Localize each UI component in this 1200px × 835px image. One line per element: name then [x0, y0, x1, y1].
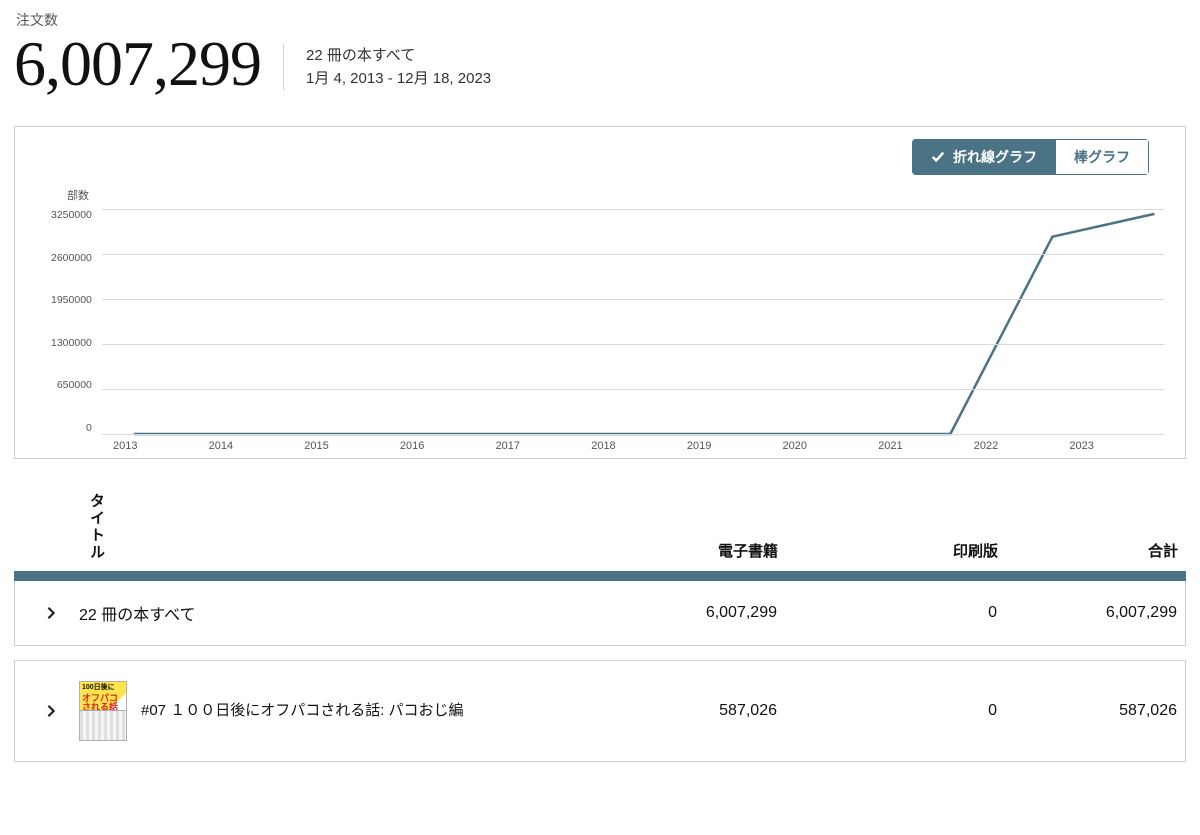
- line-chart-toggle-label: 折れ線グラフ: [953, 147, 1037, 167]
- thumb-text-1: 100日後に: [82, 684, 115, 691]
- x-tick-label: 2020: [782, 440, 878, 452]
- col-ebook: 電子書籍: [558, 540, 778, 561]
- x-axis: 2013201420152016201720182019202020212022…: [113, 440, 1165, 452]
- row-total: 6,007,299: [997, 604, 1177, 622]
- table-header: タイトル 電子書籍 印刷版 合計: [14, 487, 1186, 571]
- row-title: 22 冊の本すべて: [79, 601, 195, 625]
- row-title: #07 １００日後にオフパコされる話: パコおじ編: [141, 700, 464, 722]
- x-tick-label: 2017: [496, 440, 592, 452]
- x-tick-label: 2014: [209, 440, 305, 452]
- header-divider: [283, 44, 284, 90]
- row-total: 587,026: [997, 702, 1177, 720]
- x-tick-label: 2016: [400, 440, 496, 452]
- row-ebook: 587,026: [557, 702, 777, 720]
- x-tick-label: 2022: [974, 440, 1070, 452]
- x-tick-label: 2021: [878, 440, 974, 452]
- line-chart-toggle[interactable]: 折れ線グラフ: [912, 139, 1056, 175]
- series-line: [134, 214, 1155, 434]
- col-total: 合計: [998, 540, 1178, 561]
- gridline: [102, 389, 1165, 390]
- date-range-label: 1月 4, 2013 - 12月 18, 2023: [306, 67, 491, 90]
- y-tick-label: 0: [86, 422, 92, 434]
- col-print: 印刷版: [778, 540, 998, 561]
- orders-total-number: 6,007,299: [14, 32, 261, 96]
- bar-chart-toggle[interactable]: 棒グラフ: [1056, 139, 1149, 175]
- header-row: 6,007,299 22 冊の本すべて 1月 4, 2013 - 12月 18,…: [14, 32, 1186, 96]
- plot-area: [102, 209, 1165, 434]
- x-tick-label: 2019: [687, 440, 783, 452]
- y-axis-title: 部数: [67, 187, 1165, 203]
- x-tick-label: 2023: [1069, 440, 1165, 452]
- row-print: 0: [777, 702, 997, 720]
- expand-row-button[interactable]: [40, 602, 62, 624]
- y-tick-label: 2600000: [51, 252, 92, 264]
- col-title: タイトル: [86, 493, 107, 561]
- table-accent-bar: [14, 571, 1186, 581]
- table-row-summary: 22 冊の本すべて 6,007,299 0 6,007,299: [14, 581, 1186, 646]
- chart-panel: 折れ線グラフ 棒グラフ 部数 3250000 2600000 1950000 1300…: [14, 126, 1186, 459]
- y-tick-label: 650000: [57, 379, 92, 391]
- y-tick-label: 1950000: [51, 294, 92, 306]
- orders-label: 注文数: [16, 10, 1186, 30]
- table-row-book: 100日後に オフパコされる話 #07 １００日後にオフパコされる話: パコおじ…: [14, 660, 1186, 762]
- header-subtext: 22 冊の本すべて 1月 4, 2013 - 12月 18, 2023: [306, 44, 491, 97]
- gridline: [102, 344, 1165, 345]
- row-print: 0: [777, 604, 997, 622]
- gridline: [102, 209, 1165, 210]
- gridline: [102, 299, 1165, 300]
- gridline: [102, 434, 1165, 435]
- chevron-right-icon: [44, 704, 58, 718]
- bar-chart-toggle-label: 棒グラフ: [1074, 147, 1130, 167]
- y-tick-label: 1300000: [51, 337, 92, 349]
- gridline: [102, 254, 1165, 255]
- books-table: タイトル 電子書籍 印刷版 合計 22 冊の本すべて 6,007,299 0 6…: [14, 487, 1186, 762]
- row-ebook: 6,007,299: [557, 604, 777, 622]
- line-plot-svg: [102, 209, 1165, 434]
- book-thumbnail: 100日後に オフパコされる話: [79, 681, 127, 741]
- x-tick-label: 2018: [591, 440, 687, 452]
- x-tick-label: 2013: [113, 440, 209, 452]
- x-tick-label: 2015: [304, 440, 400, 452]
- y-axis: 3250000 2600000 1950000 1300000 650000 0: [51, 209, 102, 434]
- y-tick-label: 3250000: [51, 209, 92, 221]
- books-count-label: 22 冊の本すべて: [306, 44, 491, 67]
- chart-type-toggle: 折れ線グラフ 棒グラフ: [912, 139, 1149, 175]
- chevron-right-icon: [44, 606, 58, 620]
- expand-row-button[interactable]: [40, 700, 62, 722]
- check-icon: [931, 150, 945, 164]
